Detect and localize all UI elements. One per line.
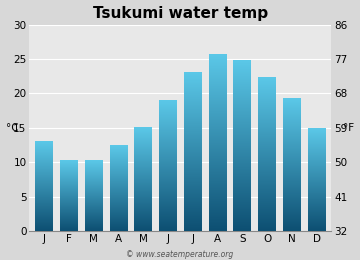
Text: © www.seatemperature.org: © www.seatemperature.org [126, 250, 234, 259]
Title: Tsukumi water temp: Tsukumi water temp [93, 5, 268, 21]
Y-axis label: °F: °F [343, 123, 355, 133]
Y-axis label: °C: °C [5, 123, 18, 133]
